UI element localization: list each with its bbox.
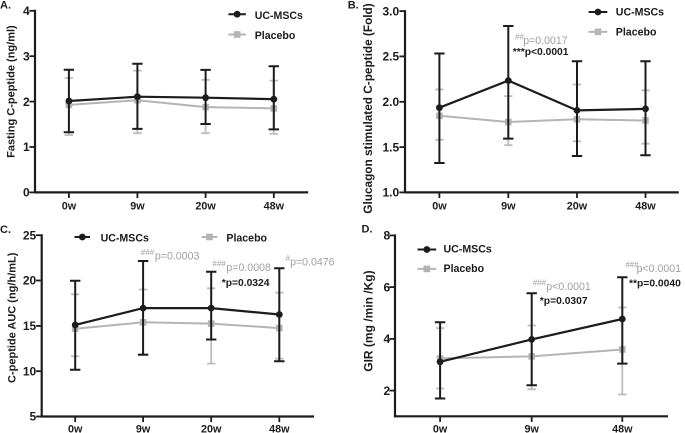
svg-text:9w: 9w [136,423,151,433]
svg-text:2.0: 2.0 [383,95,400,109]
svg-text:p=0.0008: p=0.0008 [226,262,271,274]
svg-text:0w: 0w [68,423,83,433]
svg-text:0: 0 [23,186,30,200]
svg-text:###: ### [625,261,639,270]
svg-text:UC-MSCs: UC-MSCs [101,233,149,245]
svg-text:9w: 9w [130,201,145,213]
svg-text:4: 4 [23,4,30,18]
svg-text:##: ## [515,33,524,42]
svg-text:Glucagon stimulated C-peptide: Glucagon stimulated C-peptide (Fold) [361,3,375,213]
svg-text:0w: 0w [432,201,447,213]
svg-text:20w: 20w [195,201,216,213]
svg-text:UC-MSCs: UC-MSCs [255,10,303,22]
svg-text:0w: 0w [62,201,77,213]
svg-text:2: 2 [23,95,30,109]
svg-text:9w: 9w [501,201,516,213]
svg-text:p=0.0476: p=0.0476 [290,257,335,269]
svg-text:2: 2 [384,384,391,398]
svg-text:p=0.0003: p=0.0003 [155,250,200,262]
svg-text:UC-MSCs: UC-MSCs [444,244,492,256]
svg-text:9w: 9w [524,423,539,433]
svg-text:GIR (mg /min /Kg): GIR (mg /min /Kg) [362,270,376,371]
svg-text:Fasting C-peptide (ng/ml): Fasting C-peptide (ng/ml) [5,25,17,158]
svg-text:20w: 20w [201,423,222,433]
svg-text:C.: C. [0,224,11,236]
svg-text:UC-MSCs: UC-MSCs [616,7,664,19]
svg-text:p<0.0001: p<0.0001 [546,281,591,293]
svg-text:25: 25 [23,228,37,242]
svg-text:Placebo: Placebo [616,26,657,38]
svg-text:p=0.0017: p=0.0017 [523,35,568,47]
svg-text:#: # [286,254,291,263]
svg-text:###: ### [141,248,155,257]
svg-text:A.: A. [0,0,11,11]
svg-text:6: 6 [384,280,391,294]
svg-text:2.5: 2.5 [383,50,400,64]
svg-text:###: ### [533,278,547,287]
svg-text:Placebo: Placebo [444,263,485,275]
svg-text:Placebo: Placebo [226,233,267,245]
svg-text:**p=0.0040: **p=0.0040 [629,278,681,289]
svg-text:48w: 48w [264,201,285,213]
svg-text:5: 5 [30,410,37,424]
svg-text:3.0: 3.0 [383,4,400,18]
svg-text:48w: 48w [269,423,290,433]
svg-text:*p=0.0324: *p=0.0324 [222,278,270,289]
svg-text:10: 10 [23,364,37,378]
svg-text:3: 3 [23,49,30,63]
svg-text:1: 1 [23,140,30,154]
svg-text:Placebo: Placebo [255,30,296,42]
svg-text:C-peptide AUC (ng/h/mL): C-peptide AUC (ng/h/mL) [7,252,19,383]
svg-text:8: 8 [384,229,391,243]
svg-text:20w: 20w [567,201,588,213]
svg-text:*p=0.0307: *p=0.0307 [540,296,588,307]
svg-text:***p<0.0001: ***p<0.0001 [513,47,569,58]
svg-text:48w: 48w [635,201,656,213]
svg-text:48w: 48w [612,423,633,433]
svg-text:0w: 0w [433,423,448,433]
svg-text:###: ### [212,260,226,269]
svg-text:20: 20 [23,274,37,288]
svg-text:15: 15 [23,319,37,333]
svg-text:4: 4 [384,332,391,346]
svg-text:D.: D. [362,223,373,235]
svg-text:p<0.0001: p<0.0001 [637,263,682,275]
svg-text:B.: B. [348,0,359,12]
svg-text:1.0: 1.0 [383,186,400,200]
svg-text:1.5: 1.5 [383,140,400,154]
